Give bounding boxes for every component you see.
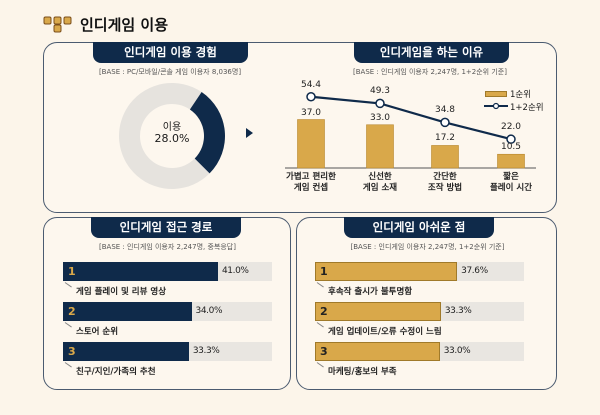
donut-slice-rest [118,83,210,189]
legend-bar-label: 1순위 [510,90,532,100]
access-value: 41.0% [221,266,249,276]
access-bar [63,302,192,321]
game-controller-icon [43,16,72,33]
reason-base: [BASE : 인디게임 이용자 2,247명, 1+2순위 기준] [353,68,507,76]
regret-base: [BASE : 인디게임 이용자 2,247명, 1+2순위 기준] [350,243,505,251]
bar-rank1 [366,124,394,169]
regret-bar [315,262,458,281]
donut-slice-usage [189,92,225,174]
access-bar [63,262,218,281]
line-value-label: 54.4 [300,79,322,90]
access-title: 인디게임 접근 경로 [91,217,241,238]
category-label: 가볍고 편리한 게임 컨셉 [286,172,336,193]
bar-rank1 [297,119,325,169]
regret-value: 33.0% [443,346,471,356]
line-rank12 [310,95,512,141]
bar-value-label: 10.5 [500,142,522,153]
line-value-label: 34.8 [434,105,456,116]
arrow-icon [246,128,253,138]
usage-base: [BASE : PC/모바일/콘솔 게임 이용자 8,036명] [98,68,242,76]
category-label: 간단한 조작 방법 [427,172,463,193]
line-point [375,98,385,109]
regret-rank: 2 [320,305,328,318]
category-label: 짧은 플레이 시간 [489,172,533,193]
access-value: 33.3% [192,346,220,356]
regret-rank: 1 [320,265,328,278]
line-value-label: 22.0 [500,122,522,133]
donut-value: 28.0% [154,132,190,145]
bar-value-label: 17.2 [434,133,456,144]
access-rank: 2 [68,305,76,318]
regret-rank: 3 [320,345,328,358]
regret-bar [315,342,440,361]
regret-label: 후속작 출시가 불투명함 [328,287,413,297]
bar-rank1 [431,145,459,169]
regret-title: 인디게임 아쉬운 점 [344,217,494,238]
access-rank: 1 [68,265,76,278]
donut-label: 이용 [162,122,182,133]
access-value: 34.0% [195,306,223,316]
line-point [506,134,516,144]
legend-line-label: 1+2순위 [510,103,544,113]
regret-value: 33.3% [444,306,472,316]
reason-title: 인디게임을 하는 이유 [354,42,509,63]
access-label: 친구/지인/가족의 추천 [76,367,156,377]
line-point [440,117,450,128]
regret-value: 37.6% [461,266,488,276]
usage-title: 인디게임 이용 경험 [93,42,248,63]
line-point [306,91,316,102]
page-title: 인디게임 이용 [80,16,169,34]
access-rank: 3 [68,345,76,358]
access-base: [BASE : 인디게임 이용자 2,247명, 중복응답] [99,243,236,251]
regret-label: 마케팅/홍보의 부족 [328,367,397,377]
reason-chart [285,91,536,169]
access-label: 스토어 순위 [76,327,119,337]
bar-value-label: 37.0 [300,107,322,118]
bar-rank1 [497,153,525,169]
regret-label: 게임 업데이트/오류 수정이 느림 [328,327,442,337]
access-label: 게임 플레이 및 리뷰 영상 [76,287,167,297]
usage-donut [118,83,225,189]
regret-bar [315,302,441,321]
legend-bar-swatch [485,91,507,97]
category-label: 신선한 게임 소재 [362,172,398,193]
legend-line-swatch [484,102,508,110]
access-bar [63,342,189,361]
bar-value-label: 33.0 [369,112,391,123]
line-value-label: 49.3 [369,86,391,97]
